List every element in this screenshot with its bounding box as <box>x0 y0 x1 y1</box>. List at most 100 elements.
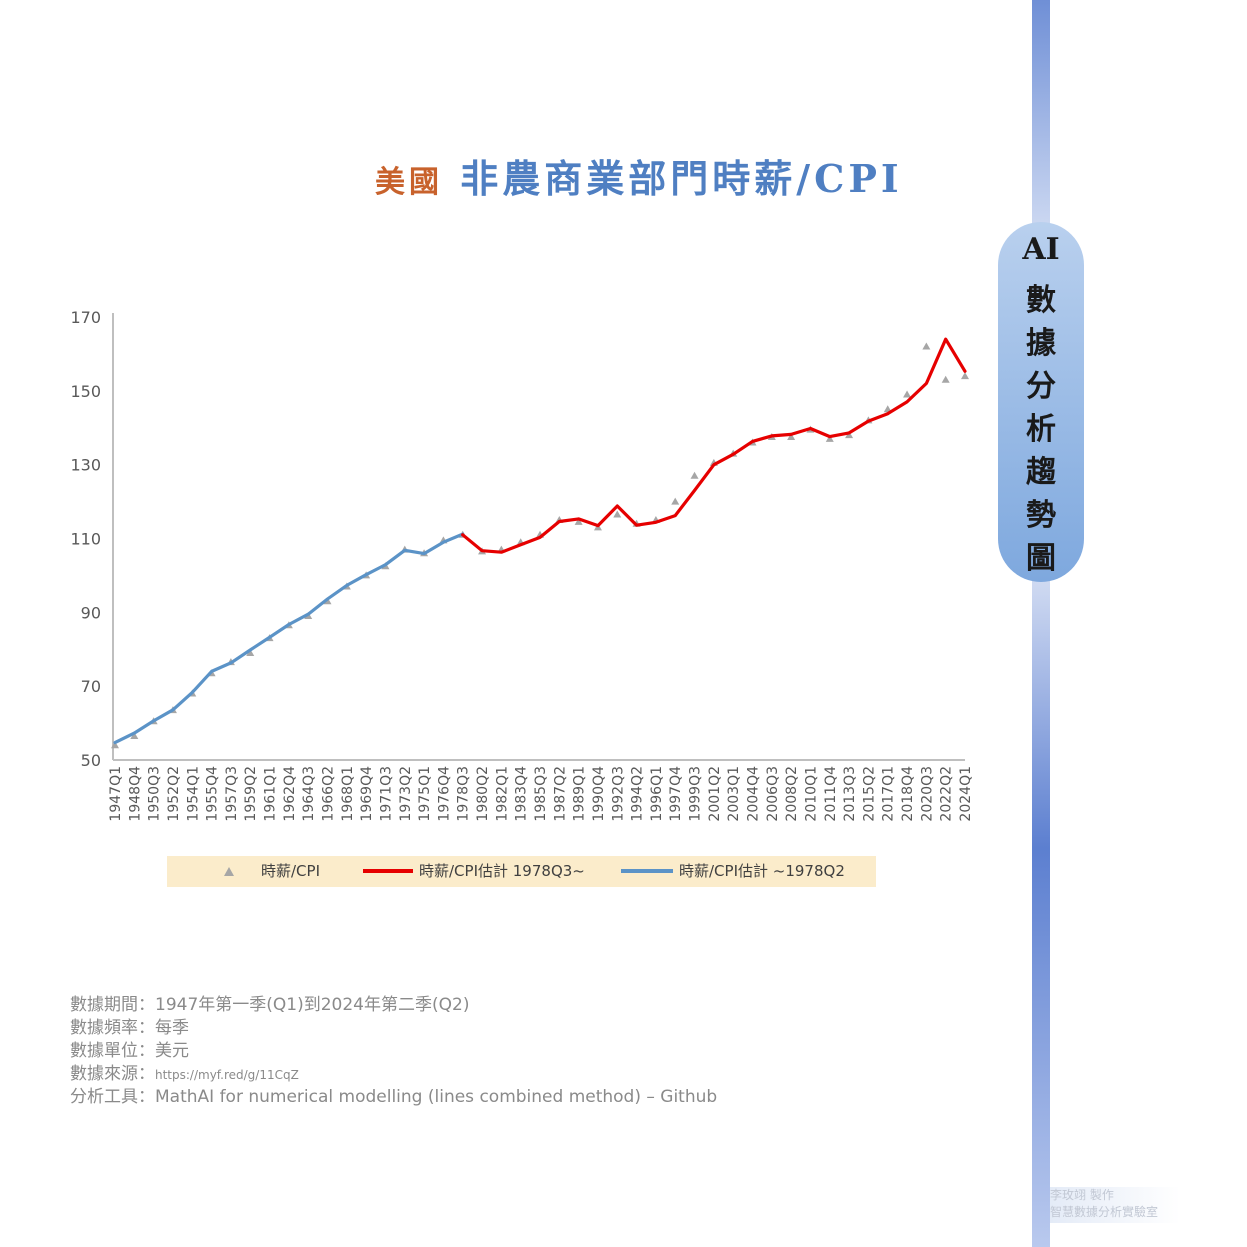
data-point-marker <box>922 342 931 350</box>
chart-title: 美國 非農商業部門時薪/CPI <box>375 148 945 201</box>
data-notes: 數據期間：1947年第一季(Q1)到2024年第二季(Q2) 數據頻率：每季 數… <box>70 994 717 1109</box>
x-tick-label: 1994Q2 <box>630 766 646 822</box>
side-label-char: 趨 <box>1026 455 1056 490</box>
x-tick-label: 1997Q4 <box>668 766 684 822</box>
data-point-marker <box>787 432 796 440</box>
x-tick-label: 2022Q2 <box>939 766 955 822</box>
data-point-marker <box>671 497 680 505</box>
x-tick-label: 1989Q1 <box>572 766 588 822</box>
x-tick-label: 1985Q3 <box>533 766 549 822</box>
x-tick-label: 1973Q2 <box>398 766 414 822</box>
x-tick-label: 1947Q1 <box>108 766 124 822</box>
x-tick-label: 1968Q1 <box>340 766 356 822</box>
x-tick-label: 1959Q2 <box>243 766 259 822</box>
x-tick-label: 1983Q4 <box>514 766 530 822</box>
side-label-char: 析 <box>1026 412 1056 447</box>
x-tick-label: 2003Q1 <box>726 766 742 822</box>
data-source: 數據來源：https://myf.red/g/11CqZ <box>70 1063 717 1086</box>
x-tick-label: 1996Q1 <box>649 766 665 822</box>
side-label-char: 據 <box>1026 326 1056 361</box>
x-tick-label: 1950Q3 <box>147 766 163 822</box>
x-tick-label: 2011Q4 <box>823 766 839 822</box>
side-label-char: 圖 <box>1026 541 1056 576</box>
x-tick-label: 2020Q3 <box>919 766 935 822</box>
side-label-char: AI <box>1022 232 1060 267</box>
x-tick-label: 1976Q4 <box>436 766 452 822</box>
x-tick-label: 1962Q4 <box>282 766 298 822</box>
data-frequency: 數據頻率：每季 <box>70 1018 189 1038</box>
x-tick-label: 2013Q3 <box>842 766 858 822</box>
estimate-line-1978q3-onward <box>461 337 967 554</box>
x-tick-label: 2024Q1 <box>958 766 974 822</box>
credit-lab: 智慧數據分析實驗室 <box>1050 1205 1159 1219</box>
data-point-marker <box>690 471 699 479</box>
side-label-char: 分 <box>1026 369 1056 404</box>
y-tick-label: 70 <box>81 677 101 696</box>
side-gradient-bar <box>1032 0 1050 1247</box>
x-tick-label: 2010Q1 <box>803 766 819 822</box>
x-tick-label: 2006Q3 <box>765 766 781 822</box>
y-tick-label: 90 <box>81 603 101 622</box>
y-tick-label: 50 <box>81 751 101 770</box>
x-tick-label: 1955Q4 <box>205 766 221 822</box>
data-point-marker <box>130 732 139 740</box>
x-tick-label: 2004Q4 <box>746 766 762 822</box>
x-tick-label: 1982Q1 <box>494 766 510 822</box>
x-tick-label: 1957Q3 <box>224 766 240 822</box>
x-tick-label: 1975Q1 <box>417 766 433 822</box>
x-tick-label: 1964Q3 <box>301 766 317 822</box>
data-point-marker <box>941 375 950 383</box>
legend-red-line <box>363 869 413 873</box>
data-source-link[interactable]: https://myf.red/g/11CqZ <box>155 1068 299 1082</box>
x-tick-label: 1980Q2 <box>475 766 491 822</box>
x-tick-label: 1969Q4 <box>359 766 375 822</box>
data-tool: 分析工具：MathAI for numerical modelling (lin… <box>70 1087 718 1107</box>
legend-label: 時薪/CPI <box>261 862 320 880</box>
x-tick-label: 1971Q3 <box>378 766 394 822</box>
author-credit: 李玫翊 製作 智慧數據分析實驗室 <box>1050 1187 1180 1223</box>
x-tick-label: 1954Q1 <box>185 766 201 822</box>
chart-legend: 時薪/CPI 時薪/CPI估計 1978Q3~ 時薪/CPI估計 ~1978Q2 <box>167 856 876 887</box>
data-point-marker <box>111 741 119 749</box>
legend-blue-line <box>621 869 673 873</box>
data-point-marker <box>825 434 834 442</box>
data-point-marker <box>845 431 854 439</box>
data-source-label: 數據來源： <box>70 1064 155 1084</box>
x-tick-label: 1992Q3 <box>610 766 626 822</box>
credit-author: 李玫翊 製作 <box>1050 1188 1114 1202</box>
x-tick-label: 2018Q4 <box>900 766 916 822</box>
x-tick-label: 1948Q4 <box>127 766 143 822</box>
x-tick-label: 2017Q1 <box>881 766 897 822</box>
x-tick-label: 2015Q2 <box>861 766 877 822</box>
y-tick-label: 130 <box>70 456 101 475</box>
x-tick-label: 1952Q2 <box>166 766 182 822</box>
side-label-char: 勢 <box>1026 498 1056 533</box>
data-unit: 數據單位：美元 <box>70 1041 189 1061</box>
legend-triangle-marker <box>224 867 234 876</box>
title-main: 非農商業部門時薪/CPI <box>460 156 903 201</box>
x-tick-label: 2008Q2 <box>784 766 800 822</box>
data-point-marker <box>613 510 622 518</box>
side-label-pill: AI 數 據 分 析 趨 勢 圖 <box>998 222 1084 582</box>
title-country: 美國 <box>375 165 443 200</box>
x-tick-label: 1990Q4 <box>591 766 607 822</box>
y-tick-label: 170 <box>70 308 101 327</box>
x-tick-label: 2001Q2 <box>707 766 723 822</box>
line-chart: 50 70 90 110 130 150 170 1947Q1 1948Q4 1950Q3 1952… <box>70 308 974 822</box>
legend-label: 時薪/CPI估計 ~1978Q2 <box>679 862 845 880</box>
data-period: 數據期間：1947年第一季(Q1)到2024年第二季(Q2) <box>70 995 470 1015</box>
legend-label: 時薪/CPI估計 1978Q3~ <box>419 862 585 880</box>
y-tick-label: 150 <box>70 382 101 401</box>
x-tick-label: 1987Q2 <box>552 766 568 822</box>
x-tick-label: 1999Q3 <box>688 766 704 822</box>
data-point-marker <box>961 372 969 380</box>
data-point-marker <box>883 405 892 413</box>
side-label-char: 數 <box>1026 283 1056 318</box>
estimate-line-to-1978q2 <box>113 532 465 745</box>
y-tick-label: 110 <box>70 530 101 549</box>
data-point-marker <box>903 390 912 398</box>
x-tick-label: 1961Q1 <box>263 766 279 822</box>
x-tick-label: 1978Q3 <box>456 766 472 822</box>
data-point-marker <box>574 517 583 525</box>
data-point-marker <box>246 648 255 656</box>
